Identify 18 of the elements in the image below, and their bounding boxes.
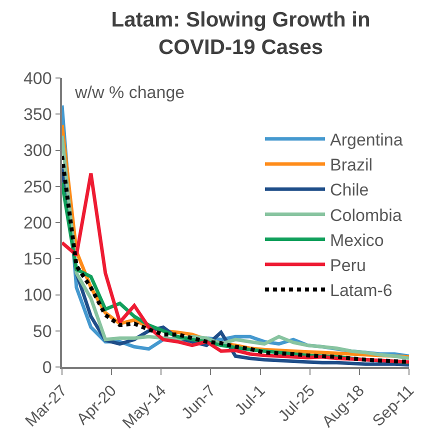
chart-title: Latam: Slowing Growth in COVID-19 Cases: [111, 8, 370, 59]
y-tick-label: 200: [23, 213, 52, 232]
legend-label: Colombia: [330, 206, 402, 225]
y-tick-label: 400: [23, 68, 52, 88]
legend-label: Latam-6: [330, 281, 392, 300]
y-tick-label: 150: [23, 250, 52, 269]
legend-label: Argentina: [330, 130, 404, 150]
legend-label: Chile: [330, 180, 369, 200]
y-tick-label: 0: [42, 358, 52, 377]
y-tick-label: 350: [23, 105, 52, 124]
annotation: w/w % change: [74, 83, 185, 102]
legend-label: Peru: [330, 256, 366, 276]
y-tick-label: 50: [32, 322, 52, 341]
y-tick-label: 250: [23, 177, 52, 196]
y-tick-label: 300: [23, 141, 52, 160]
y-tick-label: 100: [23, 286, 52, 305]
legend-label: Mexico: [330, 230, 384, 250]
legend-label: Brazil: [330, 156, 373, 175]
